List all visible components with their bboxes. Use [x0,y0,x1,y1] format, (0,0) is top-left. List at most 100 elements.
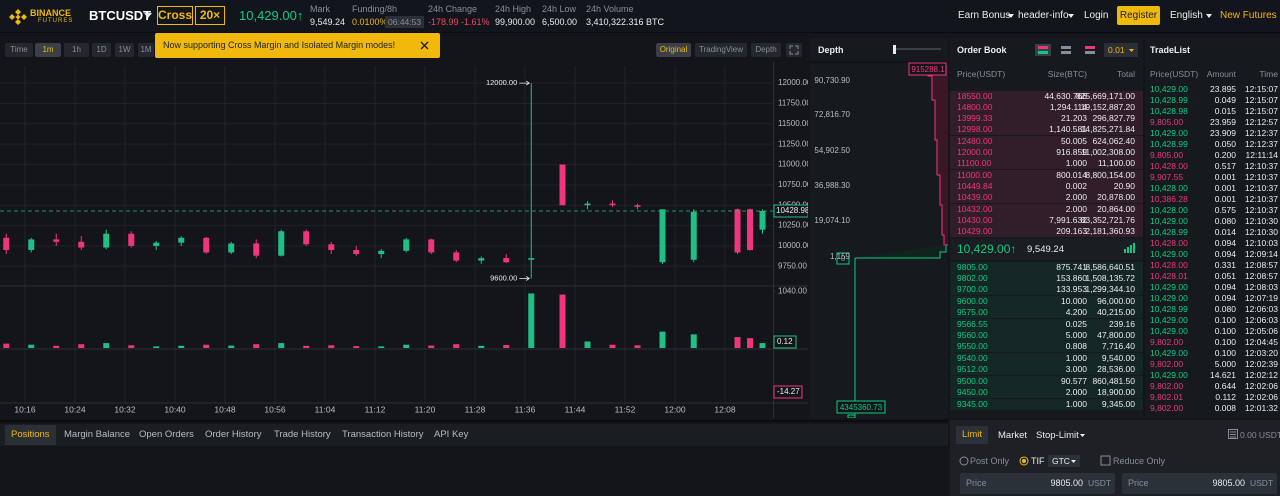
input-box[interactable] [1122,473,1277,494]
radio-dot [1022,459,1026,463]
book-price[interactable]: 9802.00 [957,272,988,283]
book-price[interactable]: 11000.00 [957,169,992,180]
notice-close[interactable] [420,41,429,50]
trade-price: 10,428.99 [1150,94,1188,105]
book-size: 1,140.581 [1049,124,1087,135]
book-size: 800.014 [1056,169,1087,180]
fullscreen-button[interactable] [786,43,802,57]
stat-value: 6,500.00 [542,17,578,27]
option-label: GTC [1052,456,1070,466]
view-button[interactable]: TradingView [695,43,747,57]
x-tick-label: 11:12 [365,404,386,414]
leverage[interactable]: 20× [195,6,225,25]
radio-post-only[interactable] [959,456,969,466]
book-price[interactable]: 9500.00 [957,375,988,386]
interval-button[interactable]: 1M [138,43,154,57]
trade-time: 12:10:30 [1244,226,1278,237]
book-price[interactable]: 9512.00 [957,364,988,375]
view-button[interactable]: Original [656,43,691,57]
candle-body [203,237,210,253]
volume-bar [584,341,591,348]
volume-bar [403,344,410,348]
book-layout-icons[interactable] [1035,44,1099,56]
nav-earn[interactable]: Earn Bonus [958,10,1011,21]
nav-language[interactable]: English [1170,10,1203,21]
radio-tif[interactable] [1019,456,1029,466]
precision-select[interactable]: 0.01 [1104,43,1138,57]
symbol[interactable]: BTCUSDT [89,8,152,23]
bottom-tab[interactable]: Open Orders [139,429,194,440]
book-price[interactable]: 9566.55 [957,318,988,329]
candle-body [634,205,641,207]
book-price[interactable]: 9560.00 [957,330,988,341]
book-price[interactable]: 12000.00 [957,147,993,158]
zero-tag-box [836,252,850,265]
nav-login[interactable]: Login [1084,10,1109,21]
x-tick-label: 10:40 [164,404,186,414]
book-price[interactable]: 9450.00 [957,387,988,398]
order-tab-market[interactable]: Market [998,430,1028,441]
book-price[interactable]: 10430.00 [957,215,993,226]
book-total: 11,100.00 [1097,158,1135,169]
book-price[interactable]: 10449.84 [957,181,993,192]
book-last-price: 10,429.00↑ [957,242,1017,256]
view-button[interactable]: Depth [751,43,781,57]
book-price[interactable]: 9575.00 [957,307,988,318]
book-price[interactable]: 9805.00 [957,261,988,272]
interval-button[interactable]: 1W [115,43,134,57]
book-price[interactable]: 9600.00 [957,295,988,306]
calculator-icon[interactable] [1228,429,1238,439]
book-total: 40,215.00 [1097,307,1135,318]
margin-mode[interactable]: Cross [157,6,193,25]
interval-button[interactable]: 1m [35,43,61,57]
signal-icon [1124,243,1135,253]
bottom-tab[interactable]: Order History [205,429,262,440]
trade-time: 12:02:12 [1244,369,1278,380]
trade-time: 12:07:19 [1244,292,1278,303]
caret [1129,49,1134,52]
volume-bar [103,343,110,348]
book-price[interactable]: 9345.00 [957,398,988,409]
interval-button[interactable]: 1D [92,43,111,57]
book-price[interactable]: 12998.00 [957,124,993,135]
interval-button[interactable]: Time [5,43,33,57]
stat-label: 24h Change [428,4,478,14]
bottom-tab[interactable]: Trade History [274,429,331,440]
book-price[interactable]: 10432.00 [957,203,993,214]
order-tab-stop-limit[interactable]: Stop-Limit [1036,430,1079,441]
book-price[interactable]: 13999.33 [957,113,993,124]
volume-bar [634,345,641,348]
depth-axis-label: 1,159 [829,252,850,261]
checkbox-reduce-only[interactable] [1100,455,1111,466]
x-tick-label: 12:08 [714,404,736,414]
bottom-tab[interactable]: API Key [434,429,469,440]
gtc-select[interactable] [1048,455,1080,467]
book-price[interactable]: 9700.00 [957,284,988,295]
trade-amount: 0.080 [1214,303,1236,314]
book-price[interactable]: 12480.00 [957,135,993,146]
ask-row-bg [950,158,1143,170]
interval-button[interactable]: 1h [64,43,89,57]
bid-row-bg [950,375,1143,387]
nav-new-futures[interactable]: New Futures [1220,10,1277,21]
trade-time: 12:10:37 [1244,160,1278,171]
book-price[interactable]: 10429.00 [957,226,993,237]
register-button[interactable]: Register [1117,6,1160,25]
book-price[interactable]: 10439.00 [957,192,993,203]
input-box[interactable] [960,473,1115,494]
volume-bar [378,346,385,348]
trade-price: 10,428.00 [1150,204,1188,215]
book-price[interactable]: 14800.00 [957,101,993,112]
book-price[interactable]: 11100.00 [957,158,992,169]
order-tab-limit[interactable]: Limit [956,426,988,444]
ask-row-bg [950,192,1143,204]
book-price[interactable]: 18550.00 [957,90,993,101]
depth-slider-handle[interactable] [893,45,896,54]
bottom-tab[interactable]: Positions [5,425,56,445]
nav-header-info[interactable]: header-info [1018,10,1069,21]
book-price[interactable]: 9550.00 [957,341,988,352]
book-price[interactable]: 9540.00 [957,352,988,363]
depth-axis-label: 36,988.30 [814,181,850,190]
bottom-tab[interactable]: Transaction History [342,429,424,440]
bottom-tab[interactable]: Margin Balance [64,429,131,440]
